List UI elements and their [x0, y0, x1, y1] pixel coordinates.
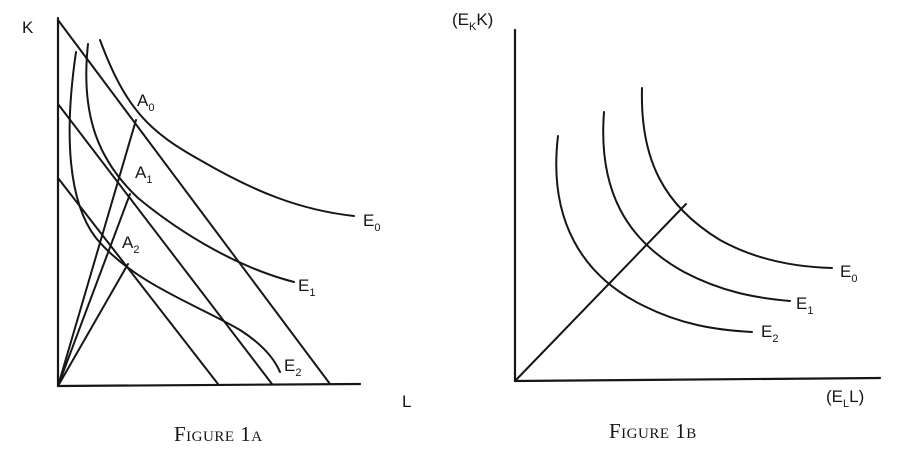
fig1a-ray-a1	[57, 193, 131, 387]
fig1a-x-axis-label: L	[402, 392, 411, 411]
fig1a-isoquant-e0	[99, 39, 355, 217]
fig1a-isocost-line-1	[57, 103, 273, 385]
fig1a-isocost-line-0	[57, 19, 331, 385]
fig1a-y-axis-label: K	[22, 18, 34, 37]
fig1a-isoquant-e1	[85, 43, 295, 283]
fig1a-isoquant-e2	[68, 51, 281, 373]
fig1b-isoquant-e2	[555, 135, 753, 333]
fig1a-ray-a2	[57, 263, 129, 387]
fig1b-isoquant-e0	[640, 87, 833, 269]
fig1b-caption: Figure 1b	[609, 419, 697, 443]
fig1a-x-axis	[56, 382, 362, 388]
fig1b-ray	[514, 203, 687, 382]
fig1a-label-e2: E2	[284, 356, 301, 379]
fig1a-isocost-line-2	[57, 177, 219, 385]
fig1a-point-a1: A1	[135, 163, 152, 186]
fig1b-isoquant-e1	[602, 111, 791, 302]
fig1a-point-a0: A0	[137, 91, 154, 114]
fig1b-x-axis	[513, 376, 882, 383]
fig1a-label-e0: E0	[363, 211, 380, 234]
fig1a-caption: Figure 1a	[174, 422, 263, 446]
fig1a-ray-a0	[57, 119, 137, 387]
fig1b-label-e2: E2	[761, 322, 778, 345]
fig1b-x-axis-label: (ELL)	[826, 387, 864, 410]
fig1a-point-a2: A2	[122, 233, 139, 256]
fig1b-label-e1: E1	[796, 294, 813, 317]
figure-1b: (EKK) (ELL) E0 E1 E2 Figure 1b	[452, 10, 882, 443]
fig1b-label-e0: E0	[840, 262, 857, 285]
fig1b-y-axis-label: (EKK)	[452, 10, 493, 33]
fig1a-label-e1: E1	[298, 276, 315, 299]
figure-1a: K L A0 A1 A2 E0 E1 E2 Figure 1a	[22, 16, 411, 446]
